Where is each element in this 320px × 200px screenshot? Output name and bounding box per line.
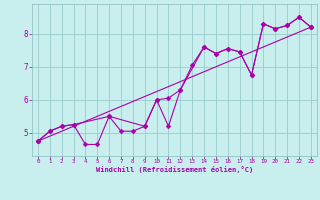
X-axis label: Windchill (Refroidissement éolien,°C): Windchill (Refroidissement éolien,°C) xyxy=(96,166,253,173)
